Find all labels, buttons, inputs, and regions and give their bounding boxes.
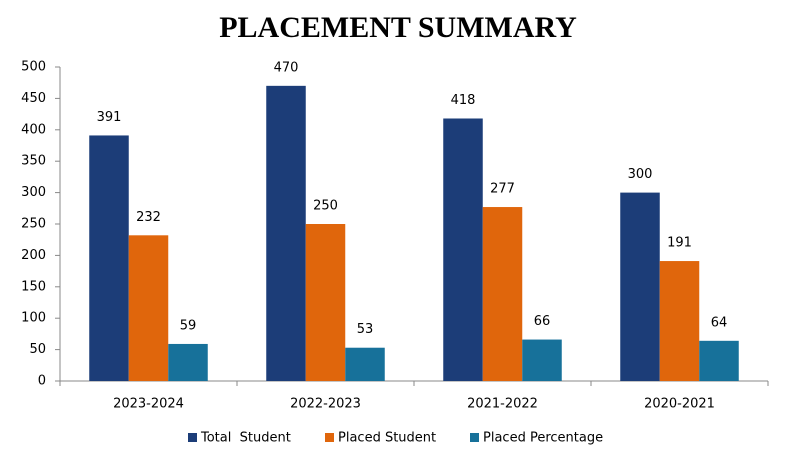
bar: [482, 207, 523, 381]
y-tick-label: 150: [21, 279, 46, 294]
bar: [266, 85, 306, 381]
data-label: 250: [313, 199, 338, 214]
data-label: 418: [451, 93, 476, 108]
legend-swatch: [188, 433, 197, 442]
y-tick-label: 500: [21, 60, 46, 75]
x-tick-label: 2022-2023: [290, 397, 361, 412]
y-tick-label: 450: [21, 91, 46, 106]
x-tick-label: 2021-2022: [467, 397, 538, 412]
bar: [345, 347, 385, 381]
data-label: 277: [490, 182, 515, 197]
x-tick-label: 2023-2024: [113, 397, 184, 412]
y-tick-label: 200: [21, 248, 46, 263]
data-label: 300: [628, 167, 653, 182]
bar: [305, 224, 346, 381]
bar: [699, 340, 739, 381]
x-tick-label: 2020-2021: [644, 397, 715, 412]
data-label: 232: [136, 210, 161, 225]
y-tick-label: 50: [29, 342, 46, 357]
y-tick-label: 400: [21, 122, 46, 137]
legend-swatch: [470, 433, 479, 442]
chart-title: PLACEMENT SUMMARY: [219, 11, 577, 44]
y-tick-label: 250: [21, 217, 46, 232]
y-tick-label: 100: [21, 311, 46, 326]
legend-label: Placed Percentage: [483, 431, 603, 446]
legend-label: Total Student: [200, 431, 291, 446]
bar: [168, 343, 208, 381]
bar: [620, 192, 660, 381]
data-label: 66: [534, 314, 551, 329]
data-label: 191: [667, 236, 692, 251]
data-label: 53: [357, 322, 374, 337]
data-label: 64: [711, 315, 728, 330]
data-label: 470: [274, 60, 299, 75]
data-label: 391: [97, 110, 122, 125]
y-tick-label: 0: [38, 374, 46, 389]
y-tick-label: 350: [21, 154, 46, 169]
data-label: 59: [180, 318, 197, 333]
bar: [128, 235, 169, 381]
bar: [89, 135, 129, 381]
bar: [522, 339, 562, 381]
bar: [659, 261, 700, 381]
y-tick-label: 300: [21, 185, 46, 200]
legend-label: Placed Student: [338, 431, 436, 446]
bar: [443, 118, 483, 381]
legend-swatch: [325, 433, 334, 442]
